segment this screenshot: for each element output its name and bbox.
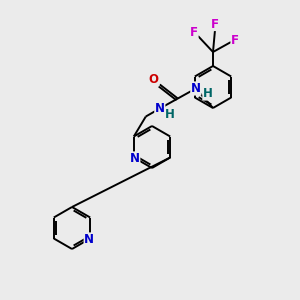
Text: N: N bbox=[84, 233, 94, 246]
Text: F: F bbox=[211, 17, 219, 31]
Text: H: H bbox=[165, 108, 175, 121]
Text: O: O bbox=[149, 73, 159, 86]
Text: F: F bbox=[231, 34, 239, 46]
Text: H: H bbox=[203, 87, 213, 100]
Text: N: N bbox=[191, 82, 201, 95]
Text: N: N bbox=[155, 102, 165, 115]
Text: F: F bbox=[190, 26, 198, 38]
Text: N: N bbox=[130, 152, 140, 165]
